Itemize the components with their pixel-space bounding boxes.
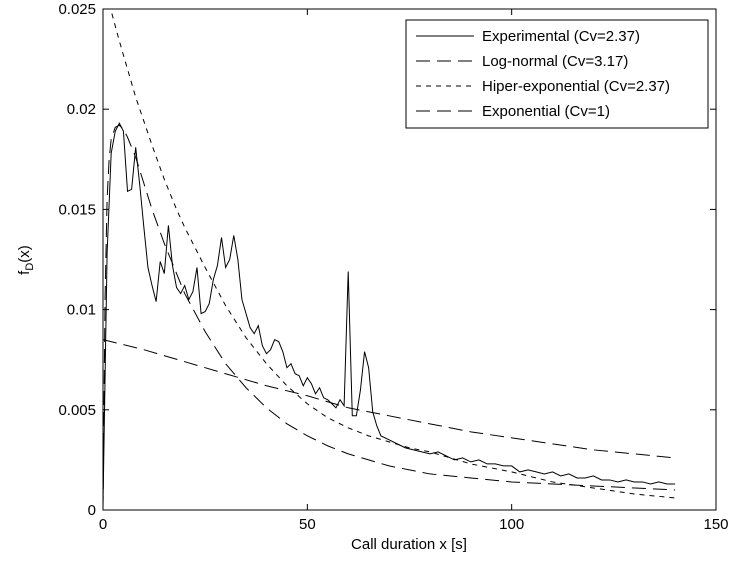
y-axis-label-sub: D bbox=[24, 263, 36, 271]
series-line-1 bbox=[103, 122, 676, 504]
series-layer bbox=[103, 9, 676, 510]
y-axis-label-tail: (x) bbox=[16, 245, 33, 263]
y-axis-label-main: f bbox=[16, 270, 33, 275]
y-tick-label: 0.005 bbox=[58, 402, 96, 419]
legend-label-4: Exponential (Cv=1) bbox=[482, 103, 610, 120]
x-axis-label: Call duration x [s] bbox=[351, 536, 467, 553]
legend-label-3: Hiper-exponential (Cv=2.37) bbox=[482, 78, 670, 95]
y-axis-label: fD(x) bbox=[16, 245, 36, 275]
y-tick-label: 0 bbox=[88, 502, 96, 519]
legend: Experimental (Cv=2.37) Log-normal (Cv=3.1… bbox=[405, 19, 709, 129]
legend-label-1: Experimental (Cv=2.37) bbox=[482, 28, 640, 45]
legend-box bbox=[405, 19, 709, 129]
series-line-3 bbox=[110, 9, 676, 499]
y-tick-label: 0.015 bbox=[58, 201, 96, 218]
x-tick-label: 150 bbox=[703, 516, 728, 533]
y-tick-label: 0.025 bbox=[58, 1, 96, 18]
tick-layer: 0 50 100 150 0 0.005 0.01 0.015 0.02 0.025 bbox=[58, 1, 728, 533]
x-tick-label: 0 bbox=[99, 516, 107, 533]
plot-frame bbox=[102, 8, 717, 511]
series-line-4 bbox=[103, 339, 676, 459]
series-line-2 bbox=[103, 124, 676, 510]
legend-label-2: Log-normal (Cv=3.17) bbox=[482, 53, 628, 70]
y-tick-label: 0.01 bbox=[67, 302, 96, 319]
x-tick-label: 100 bbox=[499, 516, 524, 533]
x-tick-label: 50 bbox=[299, 516, 316, 533]
y-tick-label: 0.02 bbox=[67, 101, 96, 118]
